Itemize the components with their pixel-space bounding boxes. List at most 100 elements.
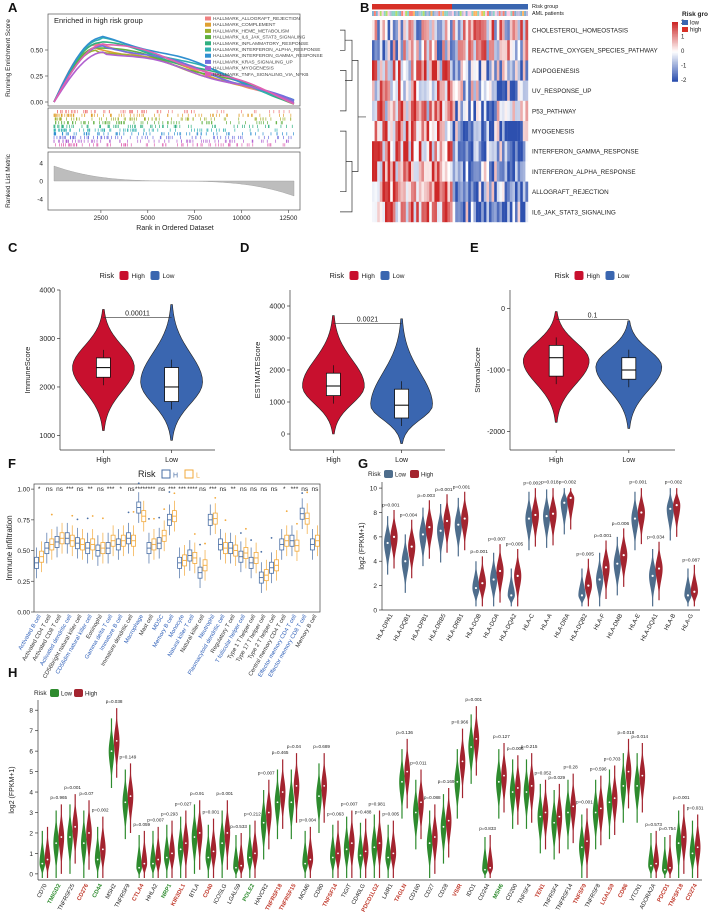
heatmap-cell bbox=[520, 201, 523, 223]
heatmap-cell bbox=[494, 80, 497, 101]
colorbar-cell bbox=[672, 32, 678, 35]
violin-high bbox=[478, 556, 486, 607]
violin-low bbox=[543, 489, 551, 548]
y-axis-label: StromalScore bbox=[473, 347, 482, 392]
heatmap-cell bbox=[379, 141, 383, 162]
heatmap-cell bbox=[439, 40, 443, 61]
box-high bbox=[325, 372, 341, 397]
patient-annotation-cell bbox=[475, 11, 478, 16]
y-tick-label: 4000 bbox=[269, 304, 285, 311]
heatmap-cell bbox=[491, 100, 495, 122]
heatmap-cell bbox=[502, 121, 505, 142]
heatmap-cell bbox=[460, 141, 464, 162]
median-dot bbox=[613, 797, 616, 800]
gene-label: VSIR bbox=[452, 882, 464, 897]
y-tick-label: 2 bbox=[373, 583, 377, 590]
heatmap-cell bbox=[457, 201, 461, 223]
heatmap-cell bbox=[398, 80, 401, 101]
heatmap-cell bbox=[405, 161, 409, 182]
heatmap-cell bbox=[481, 201, 484, 223]
gene-label: HLA-DMB bbox=[606, 613, 624, 640]
panel-letter-b: B bbox=[360, 0, 369, 15]
outlier-h bbox=[260, 550, 263, 553]
violin-low bbox=[578, 568, 586, 607]
p-value-label: p=0.573 bbox=[645, 822, 662, 827]
median-dot bbox=[193, 836, 196, 838]
heatmap-cell bbox=[457, 60, 461, 81]
median-dot bbox=[525, 791, 528, 793]
legend-swatch bbox=[205, 22, 211, 27]
gene-label: HLA-DRA bbox=[554, 613, 572, 639]
gene-label: LAIR1 bbox=[382, 883, 395, 900]
patient-annotation-cell bbox=[453, 11, 456, 16]
heatmap-cell bbox=[450, 60, 453, 81]
outlier-l bbox=[285, 510, 288, 513]
patient-annotation-cell bbox=[465, 11, 468, 16]
heatmap-cell bbox=[444, 20, 448, 41]
violin-high bbox=[598, 775, 604, 846]
heatmap-cell bbox=[418, 40, 422, 61]
heatmap-cell bbox=[447, 20, 451, 41]
heatmap-cell bbox=[455, 40, 458, 61]
heatmap-cell bbox=[452, 181, 456, 202]
heatmap-cell bbox=[515, 40, 518, 61]
violin-low bbox=[233, 835, 239, 878]
heatmap-cell bbox=[374, 40, 378, 61]
heatmap-row-label: ADIPOGENESIS bbox=[532, 68, 580, 75]
violin-low bbox=[53, 810, 59, 878]
heatmap-cell bbox=[522, 141, 526, 162]
heatmap-cell bbox=[377, 161, 380, 182]
violin-high bbox=[584, 808, 590, 878]
p-value-label: p=0.169 bbox=[438, 779, 455, 784]
heatmap-cell bbox=[377, 201, 380, 223]
legend-entry-low: Low bbox=[163, 273, 175, 280]
colorbar-cell bbox=[672, 39, 678, 42]
patient-annotation-cell bbox=[393, 11, 396, 16]
median-dot bbox=[115, 740, 118, 742]
outlier-l bbox=[101, 517, 104, 520]
p-value-label: p=0.488 bbox=[355, 810, 372, 815]
patient-annotation-cell bbox=[375, 11, 378, 16]
p-value-label: p=0.533 bbox=[230, 824, 247, 829]
heatmap-cell bbox=[483, 181, 487, 202]
es-plot-frame bbox=[47, 13, 301, 107]
y-tick-label: 6 bbox=[373, 534, 377, 541]
median-dot bbox=[331, 856, 334, 859]
heatmap-cell bbox=[450, 201, 453, 223]
heatmap-cell bbox=[416, 60, 419, 81]
risk-group-legend-title: Risk group bbox=[682, 11, 708, 18]
heatmap-cell bbox=[411, 40, 414, 61]
heatmap-cell bbox=[447, 80, 451, 101]
heatmap-cell bbox=[424, 20, 427, 41]
violin-high bbox=[667, 835, 673, 878]
y-tick-label: 4000 bbox=[39, 288, 55, 295]
median-dot bbox=[276, 801, 279, 804]
median-dot bbox=[475, 737, 478, 740]
heatmap-cell bbox=[377, 121, 380, 142]
gene-label: HLA-DQB1 bbox=[393, 613, 413, 643]
heatmap-cell bbox=[413, 201, 417, 223]
legend-entry: HALLMARK_TNFA_SIGNALING_VIA_NFKB bbox=[213, 72, 308, 78]
heatmap-cell bbox=[424, 100, 427, 122]
p-value-label: p=0.293 bbox=[161, 812, 178, 817]
heatmap-cell bbox=[483, 80, 487, 101]
heatmap-cell bbox=[377, 60, 380, 81]
heatmap-cell bbox=[405, 201, 409, 223]
heatmap-cell bbox=[509, 141, 513, 162]
violin-low bbox=[507, 568, 515, 607]
heatmap-cell bbox=[408, 40, 412, 61]
p-value-label: p=0.031 bbox=[687, 805, 704, 810]
patient-annotation-cell bbox=[428, 11, 431, 16]
panel-g-hla-genes: Risk Low High 0 2 4 6 8 10 log2 (FPKM+1) p=0.001 HL… bbox=[359, 470, 700, 642]
violin-high bbox=[432, 804, 438, 874]
heatmap-cell bbox=[452, 121, 456, 142]
heatmap-cell bbox=[403, 80, 406, 101]
x-tick-label: Low bbox=[622, 457, 636, 464]
violin-high bbox=[445, 787, 452, 858]
x-tick-label: 12500 bbox=[279, 215, 297, 222]
y-tick-label: -2000 bbox=[487, 429, 505, 436]
heatmap-cell bbox=[522, 161, 526, 182]
heatmap-cell bbox=[379, 121, 383, 142]
heatmap-cell bbox=[465, 80, 469, 101]
